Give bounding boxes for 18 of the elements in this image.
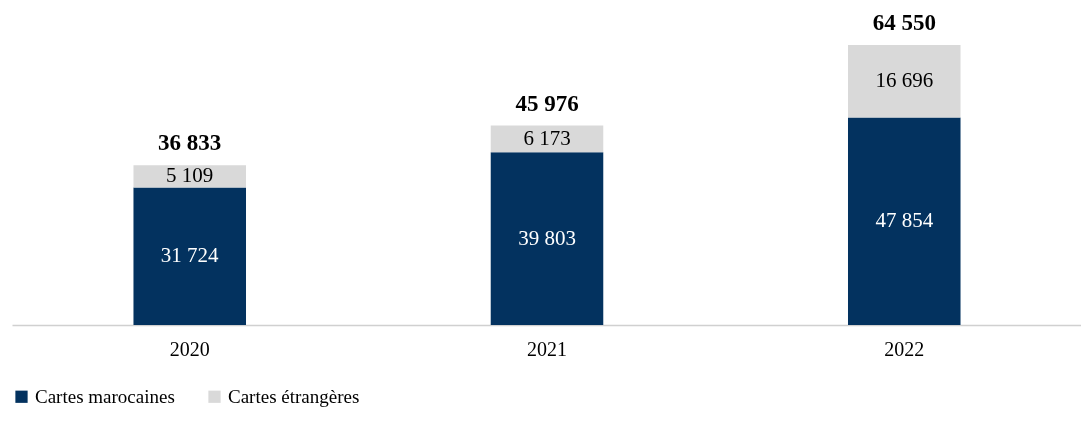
bar [847, 117, 961, 325]
bar [133, 187, 247, 325]
legend-label: Cartes étrangères [228, 385, 360, 407]
x-tick-label: 2021 [527, 337, 567, 360]
x-tick-label: 2022 [884, 337, 925, 360]
data-label: 31 724 [160, 243, 220, 268]
total-label: 45 976 [515, 90, 579, 116]
bar [847, 45, 961, 118]
data-label: 16 696 [875, 68, 934, 93]
x-tick-label: 2020 [169, 337, 210, 360]
total-label: 36 833 [158, 130, 222, 156]
data-label: 47 854 [875, 208, 934, 233]
total-label: 64 550 [872, 10, 936, 35]
data-label: 39 803 [518, 225, 576, 250]
data-label: 6 173 [523, 125, 571, 150]
bar [490, 152, 604, 325]
data-label: 5 109 [166, 163, 214, 188]
legend-label: Cartes marocaines [35, 385, 175, 407]
